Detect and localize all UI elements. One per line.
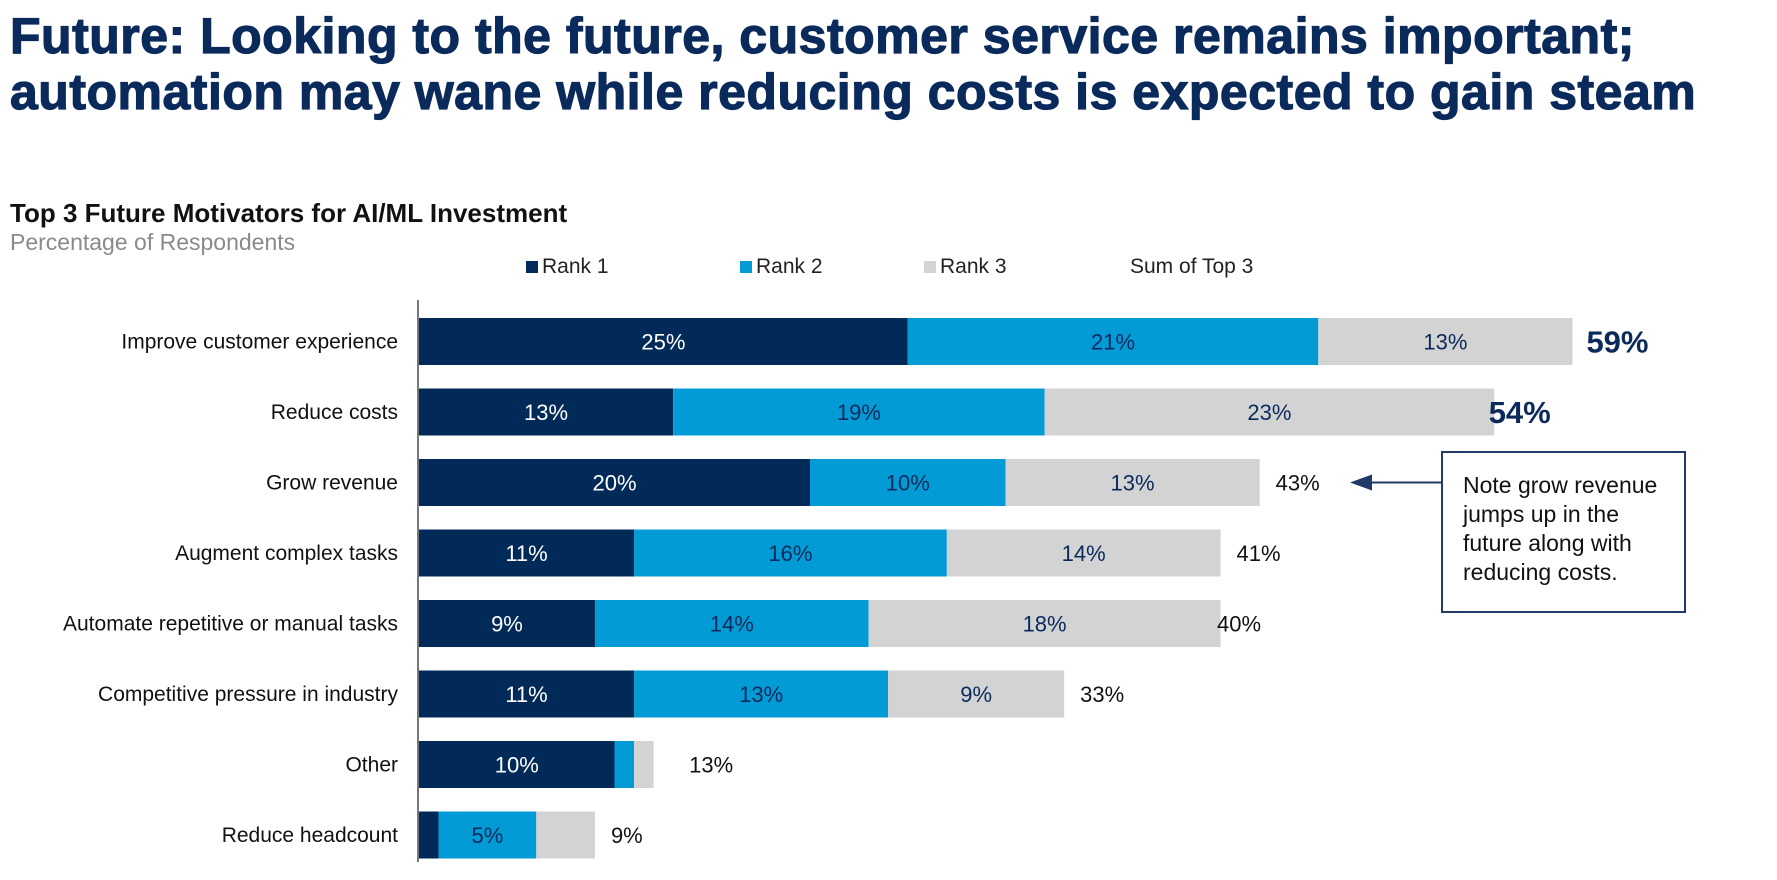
legend-label-rank-1: Rank 1 bbox=[542, 255, 609, 278]
legend-swatch-rank-1 bbox=[526, 261, 538, 273]
legend-label-rank-2: Rank 2 bbox=[756, 255, 823, 278]
legend-rank-3: Rank 3 bbox=[924, 255, 1007, 279]
annotation-arrow-head bbox=[1350, 474, 1372, 491]
bar-segment-rank-1 bbox=[419, 459, 810, 506]
bar-value-label: 10% bbox=[495, 753, 539, 778]
bar-value-label: 13% bbox=[739, 682, 783, 707]
category-label: Other bbox=[345, 754, 398, 777]
bar-segment-rank-2 bbox=[634, 670, 889, 718]
bar-value-label: 25% bbox=[641, 330, 685, 355]
bar-value-label: 13% bbox=[524, 400, 568, 425]
bar-value-label: 21% bbox=[1091, 330, 1135, 355]
legend-label-sum: Sum of Top 3 bbox=[1130, 255, 1254, 278]
bar-segment-rank-3 bbox=[536, 811, 595, 859]
bar-segment-rank-2 bbox=[594, 600, 869, 647]
bar-value-label: 11% bbox=[505, 682, 547, 707]
legend-sum-of-top-3: Sum of Top 3 bbox=[1130, 255, 1253, 279]
bar-value-label: 14% bbox=[1062, 541, 1106, 566]
bar-segment-rank-2 bbox=[634, 529, 947, 577]
legend-rank-1: Rank 1 bbox=[526, 255, 609, 279]
annotation-note: Note grow revenue jumps up in the future… bbox=[1441, 451, 1686, 613]
bar-value-label: 14% bbox=[710, 612, 754, 637]
category-label: Augment complex tasks bbox=[175, 542, 398, 565]
sum-of-top3-label: 41% bbox=[1237, 541, 1281, 566]
headline: Future: Looking to the future, customer … bbox=[9, 7, 1697, 120]
category-label: Grow revenue bbox=[266, 472, 398, 495]
legend-label-rank-3: Rank 3 bbox=[940, 255, 1007, 278]
bar-segment-rank-1 bbox=[419, 388, 674, 436]
legend-swatch-rank-2 bbox=[740, 261, 752, 273]
legend-rank-2: Rank 2 bbox=[740, 255, 823, 279]
bar-segment-rank-3 bbox=[1318, 318, 1573, 365]
bar-value-label: 11% bbox=[505, 541, 547, 566]
bar-value-label: 13% bbox=[1111, 471, 1155, 496]
bar-value-label: 13% bbox=[1423, 330, 1467, 355]
bar-segment-rank-3 bbox=[888, 670, 1065, 718]
sum-of-top3-label: 43% bbox=[1276, 471, 1320, 496]
bar-segment-rank-1 bbox=[419, 318, 908, 365]
bar-segment-rank-2 bbox=[810, 459, 1006, 506]
category-label: Improve customer experience bbox=[121, 331, 398, 354]
category-label: Competitive pressure in industry bbox=[98, 683, 398, 706]
bar-segment-rank-1 bbox=[419, 600, 595, 647]
sum-of-top3-label: 54% bbox=[1489, 395, 1551, 430]
bar-segment-rank-2 bbox=[438, 811, 537, 859]
bar-value-label: 18% bbox=[1023, 612, 1067, 637]
bar-value-label: 5% bbox=[472, 823, 504, 848]
bar-segment-rank-3 bbox=[946, 529, 1221, 577]
bar-value-label: 10% bbox=[886, 471, 930, 496]
bar-segment-rank-1 bbox=[419, 741, 615, 788]
bar-segment-rank-2 bbox=[614, 741, 635, 788]
legend-swatch-rank-3 bbox=[924, 261, 936, 273]
bar-value-label: 23% bbox=[1247, 400, 1291, 425]
sum-of-top3-label: 9% bbox=[611, 823, 643, 848]
bar-value-label: 9% bbox=[960, 682, 992, 707]
sum-of-top3-label: 33% bbox=[1080, 682, 1124, 707]
sum-of-top3-label: 13% bbox=[689, 753, 733, 778]
sum-of-top3-label: 40% bbox=[1217, 612, 1261, 637]
bar-segment-rank-3 bbox=[1005, 459, 1260, 506]
bar-segment-rank-2 bbox=[907, 318, 1319, 365]
chart-title: Top 3 Future Motivators for AI/ML Invest… bbox=[10, 198, 568, 228]
sum-of-top3-label: 59% bbox=[1586, 325, 1648, 360]
bar-value-label: 19% bbox=[837, 400, 881, 425]
bar-segment-rank-2 bbox=[673, 388, 1045, 436]
bar-value-label: 16% bbox=[768, 541, 812, 566]
bar-segment-rank-3 bbox=[634, 741, 654, 788]
chart-subtitle: Percentage of Respondents bbox=[10, 229, 296, 255]
bar-segment-rank-1 bbox=[419, 529, 635, 577]
bar-value-label: 20% bbox=[592, 471, 636, 496]
bar-value-label: 9% bbox=[491, 612, 523, 637]
bar-segment-rank-1 bbox=[419, 811, 439, 859]
category-label: Reduce headcount bbox=[222, 824, 398, 847]
category-label: Reduce costs bbox=[271, 401, 398, 424]
bar-segment-rank-3 bbox=[868, 600, 1221, 647]
bar-segment-rank-3 bbox=[1044, 388, 1495, 436]
category-label: Automate repetitive or manual tasks bbox=[63, 613, 398, 636]
bar-segment-rank-1 bbox=[419, 670, 635, 718]
